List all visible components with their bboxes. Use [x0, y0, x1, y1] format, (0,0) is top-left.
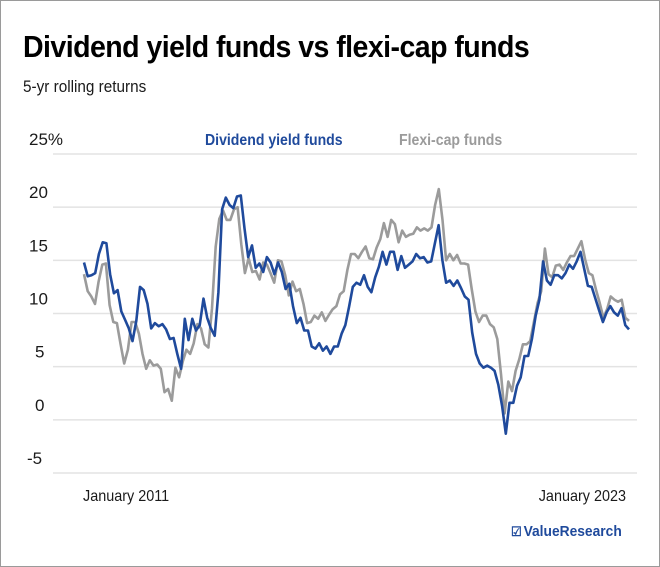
series-line-dividend-yield-funds: [82, 194, 630, 436]
legend-dividend-yield-funds: Dividend yield funds: [205, 131, 343, 149]
checkbox-icon: ☑: [511, 524, 522, 539]
y-tick-label: 25%: [29, 130, 63, 149]
logo-text: ValueResearch: [523, 523, 622, 540]
gridlines: [53, 153, 637, 474]
chart-title: Dividend yield funds vs flexi-cap funds: [23, 29, 530, 64]
series-lines: [82, 187, 630, 436]
y-axis-ticks: 25% 20 15 10 5 0 -5: [27, 130, 63, 468]
y-tick-label: 15: [29, 236, 48, 255]
legend-flexi-cap-funds: Flexi-cap funds: [399, 131, 502, 149]
chart-subtitle: 5-yr rolling returns: [23, 77, 147, 96]
y-tick-label: 0: [35, 396, 44, 415]
x-tick-label-end: January 2023: [539, 487, 626, 505]
legend: Dividend yield funds Flexi-cap funds: [205, 131, 502, 149]
y-tick-label: 5: [35, 343, 44, 362]
value-research-logo: ☑ ValueResearch: [511, 523, 622, 540]
y-tick-label: -5: [27, 449, 42, 468]
y-tick-label: 20: [29, 183, 48, 202]
y-tick-label: 10: [29, 290, 48, 309]
x-tick-label-start: January 2011: [83, 487, 169, 505]
series-line-flexi-cap-funds: [82, 187, 630, 415]
x-axis-ticks: January 2011 January 2023: [83, 487, 626, 505]
